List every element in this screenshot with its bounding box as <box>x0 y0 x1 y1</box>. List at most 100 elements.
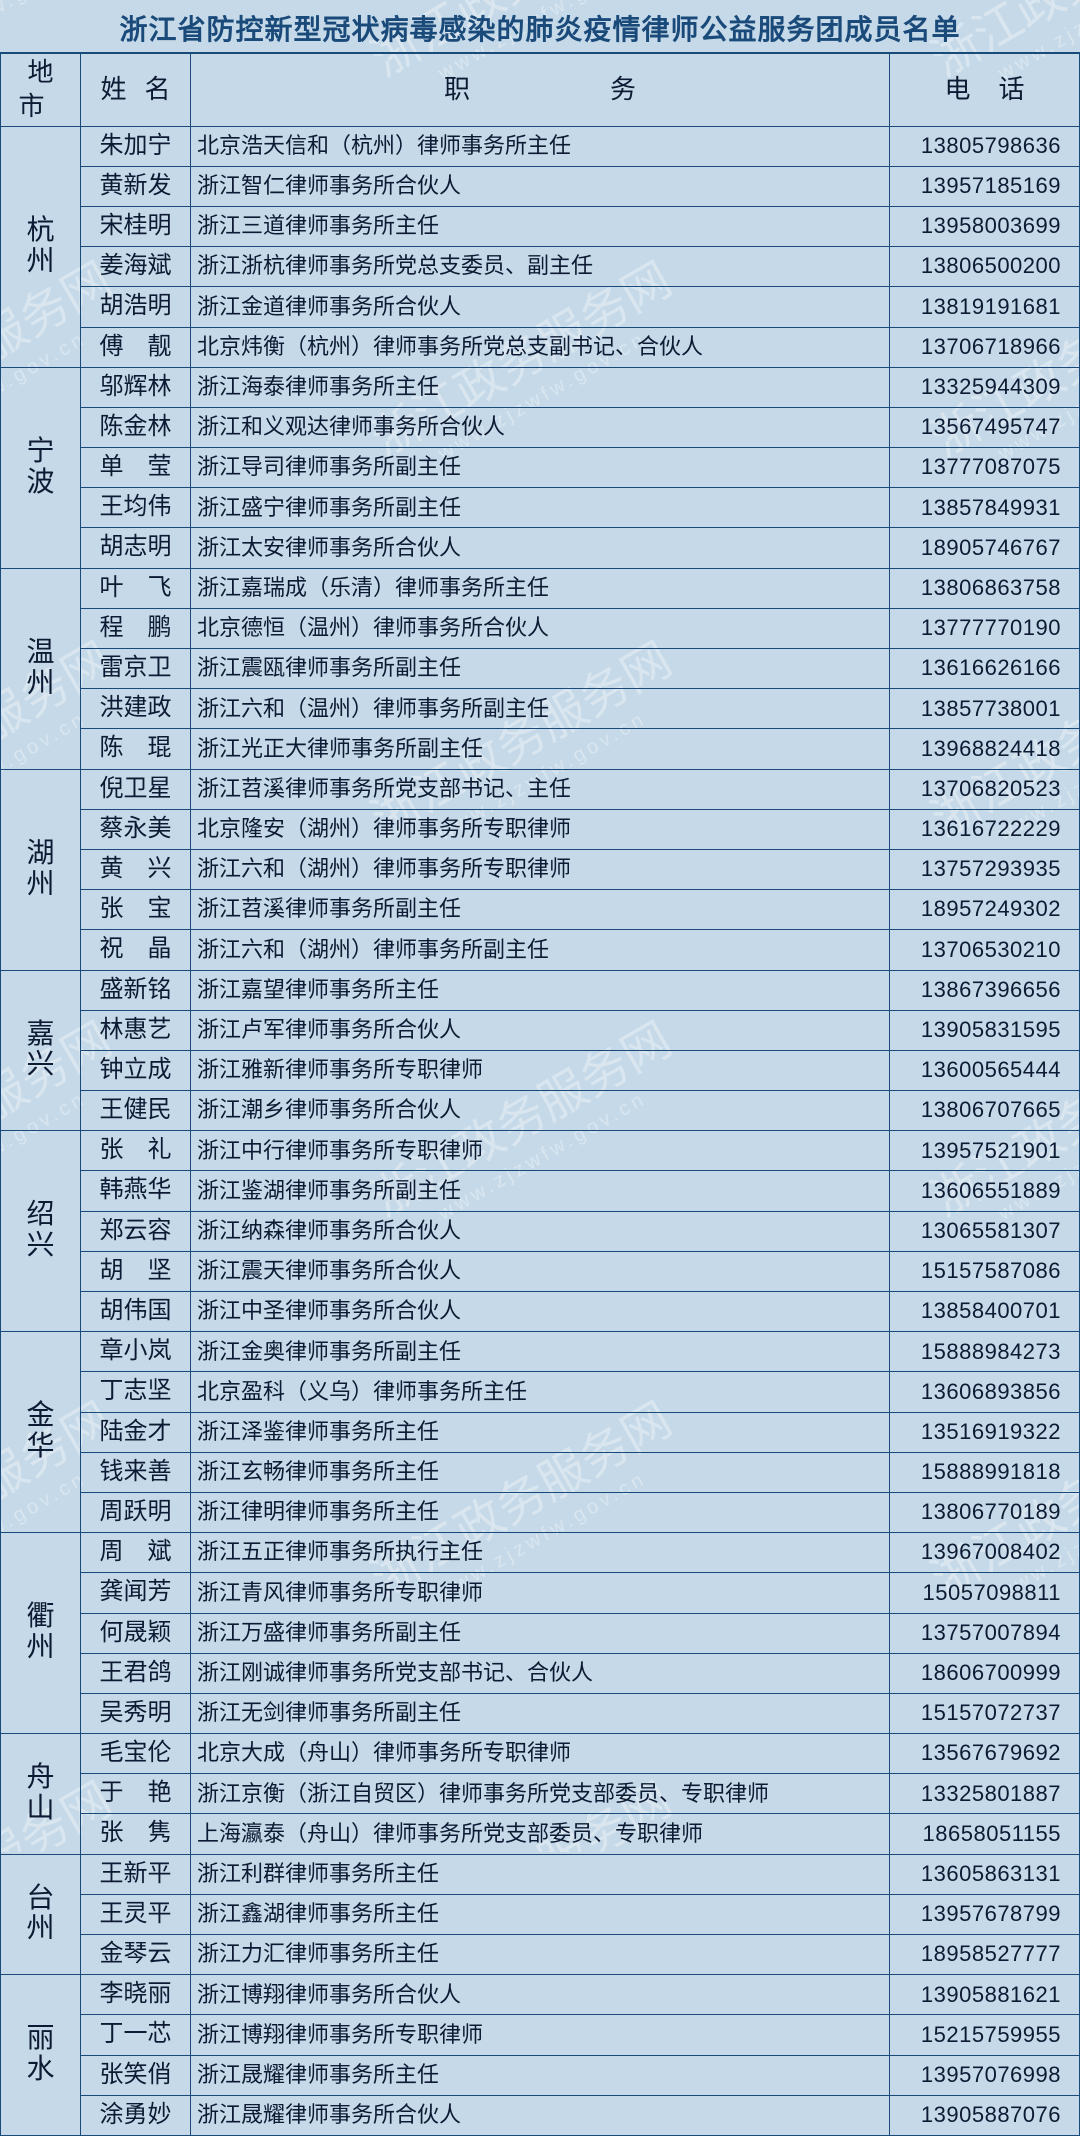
name-cell: 盛新铭 <box>81 970 191 1010</box>
name-cell: 胡志明 <box>81 528 191 568</box>
position-cell: 浙江力汇律师事务所主任 <box>191 1935 890 1975</box>
city-cell: 宁波 <box>1 367 81 568</box>
position-cell: 浙江泽鉴律师事务所主任 <box>191 1412 890 1452</box>
position-cell: 浙江玄畅律师事务所主任 <box>191 1452 890 1492</box>
phone-cell: 15057098811 <box>890 1573 1080 1613</box>
table-row: 胡志明浙江太安律师事务所合伙人18905746767 <box>1 528 1080 568</box>
position-cell: 浙江刚诚律师事务所党支部书记、合伙人 <box>191 1653 890 1693</box>
name-cell: 王君鸽 <box>81 1653 191 1693</box>
position-cell: 浙江潮乡律师事务所合伙人 <box>191 1091 890 1131</box>
position-cell: 浙江嘉望律师事务所主任 <box>191 970 890 1010</box>
position-cell: 浙江万盛律师事务所副主任 <box>191 1613 890 1653</box>
table-row: 何晟颖浙江万盛律师事务所副主任13757007894 <box>1 1613 1080 1653</box>
name-cell: 张笑俏 <box>81 2055 191 2095</box>
phone-cell: 18658051155 <box>890 1814 1080 1854</box>
position-cell: 浙江海泰律师事务所主任 <box>191 367 890 407</box>
position-cell: 浙江金道律师事务所合伙人 <box>191 287 890 327</box>
phone-cell: 13905887076 <box>890 2095 1080 2135</box>
phone-cell: 13516919322 <box>890 1412 1080 1452</box>
table-row: 金华章小岚浙江金奥律师事务所副主任15888984273 <box>1 1332 1080 1372</box>
name-cell: 胡伟国 <box>81 1292 191 1332</box>
table-row: 胡浩明浙江金道律师事务所合伙人13819191681 <box>1 287 1080 327</box>
name-cell: 胡浩明 <box>81 287 191 327</box>
table-row: 宁波邬辉林浙江海泰律师事务所主任13325944309 <box>1 367 1080 407</box>
position-cell: 浙江嘉瑞成（乐清）律师事务所主任 <box>191 568 890 608</box>
phone-cell: 13606551889 <box>890 1171 1080 1211</box>
phone-cell: 13065581307 <box>890 1211 1080 1251</box>
table-row: 雷京卫浙江震瓯律师事务所副主任13616626166 <box>1 649 1080 689</box>
city-cell: 金华 <box>1 1332 81 1533</box>
table-row: 胡伟国浙江中圣律师事务所合伙人13858400701 <box>1 1292 1080 1332</box>
phone-cell: 13905881621 <box>890 1975 1080 2015</box>
position-cell: 北京盈科（义乌）律师事务所主任 <box>191 1372 890 1412</box>
table-row: 韩燕华浙江鉴湖律师事务所副主任13606551889 <box>1 1171 1080 1211</box>
position-cell: 浙江晟耀律师事务所合伙人 <box>191 2095 890 2135</box>
name-cell: 王灵平 <box>81 1894 191 1934</box>
table-header-row: 地市 姓名 职务 电话 <box>1 54 1080 127</box>
phone-cell: 13757007894 <box>890 1613 1080 1653</box>
table-row: 蔡永美北京隆安（湖州）律师事务所专职律师13616722229 <box>1 809 1080 849</box>
phone-cell: 13777770190 <box>890 608 1080 648</box>
table-title: 浙江省防控新型冠状病毒感染的肺炎疫情律师公益服务团成员名单 <box>0 0 1080 53</box>
phone-cell: 18606700999 <box>890 1653 1080 1693</box>
city-cell: 台州 <box>1 1854 81 1975</box>
name-cell: 李晓丽 <box>81 1975 191 2015</box>
phone-cell: 13967008402 <box>890 1533 1080 1573</box>
table-row: 黄 兴浙江六和（湖州）律师事务所专职律师13757293935 <box>1 849 1080 889</box>
phone-cell: 18957249302 <box>890 890 1080 930</box>
name-cell: 洪建政 <box>81 689 191 729</box>
name-cell: 黄新发 <box>81 166 191 206</box>
position-cell: 上海瀛泰（舟山）律师事务所党支部委员、专职律师 <box>191 1814 890 1854</box>
position-cell: 浙江雅新律师事务所专职律师 <box>191 1050 890 1090</box>
name-cell: 钟立成 <box>81 1050 191 1090</box>
name-cell: 丁志坚 <box>81 1372 191 1412</box>
table-row: 陈 琨浙江光正大律师事务所副主任13968824418 <box>1 729 1080 769</box>
table-row: 单 莹浙江导司律师事务所副主任13777087075 <box>1 448 1080 488</box>
phone-cell: 13616626166 <box>890 649 1080 689</box>
table-row: 钟立成浙江雅新律师事务所专职律师13600565444 <box>1 1050 1080 1090</box>
position-cell: 浙江无剑律师事务所副主任 <box>191 1693 890 1733</box>
position-cell: 浙江智仁律师事务所合伙人 <box>191 166 890 206</box>
position-cell: 浙江博翔律师事务所合伙人 <box>191 1975 890 2015</box>
table-row: 王均伟浙江盛宁律师事务所副主任13857849931 <box>1 488 1080 528</box>
position-cell: 浙江震瓯律师事务所副主任 <box>191 649 890 689</box>
table-row: 郑云容浙江纳森律师事务所合伙人13065581307 <box>1 1211 1080 1251</box>
name-cell: 吴秀明 <box>81 1693 191 1733</box>
table-row: 王健民浙江潮乡律师事务所合伙人13806707665 <box>1 1091 1080 1131</box>
table-row: 林惠艺浙江卢军律师事务所合伙人13905831595 <box>1 1010 1080 1050</box>
name-cell: 郑云容 <box>81 1211 191 1251</box>
position-cell: 浙江和义观达律师事务所合伙人 <box>191 407 890 447</box>
name-cell: 陆金才 <box>81 1412 191 1452</box>
name-cell: 宋桂明 <box>81 206 191 246</box>
phone-cell: 15157587086 <box>890 1251 1080 1291</box>
city-cell: 杭州 <box>1 126 81 367</box>
name-cell: 邬辉林 <box>81 367 191 407</box>
name-cell: 朱加宁 <box>81 126 191 166</box>
col-header-phone: 电话 <box>890 54 1080 127</box>
name-cell: 毛宝伦 <box>81 1734 191 1774</box>
phone-cell: 13757293935 <box>890 849 1080 889</box>
name-cell: 金琴云 <box>81 1935 191 1975</box>
col-header-city: 地市 <box>1 54 81 127</box>
table-row: 宋桂明浙江三道律师事务所主任13958003699 <box>1 206 1080 246</box>
table-row: 于 艳浙江京衡（浙江自贸区）律师事务所党支部委员、专职律师13325801887 <box>1 1774 1080 1814</box>
table-row: 湖州倪卫星浙江苕溪律师事务所党支部书记、主任13706820523 <box>1 769 1080 809</box>
table-row: 丁一芯浙江博翔律师事务所专职律师15215759955 <box>1 2015 1080 2055</box>
position-cell: 浙江中行律师事务所专职律师 <box>191 1131 890 1171</box>
table-row: 温州叶 飞浙江嘉瑞成（乐清）律师事务所主任13806863758 <box>1 568 1080 608</box>
table-row: 吴秀明浙江无剑律师事务所副主任15157072737 <box>1 1693 1080 1733</box>
name-cell: 何晟颖 <box>81 1613 191 1653</box>
position-cell: 浙江导司律师事务所副主任 <box>191 448 890 488</box>
table-row: 台州王新平浙江利群律师事务所主任13605863131 <box>1 1854 1080 1894</box>
table-row: 绍兴张 礼浙江中行律师事务所专职律师13957521901 <box>1 1131 1080 1171</box>
phone-cell: 18958527777 <box>890 1935 1080 1975</box>
phone-cell: 15888984273 <box>890 1332 1080 1372</box>
name-cell: 林惠艺 <box>81 1010 191 1050</box>
phone-cell: 13857849931 <box>890 488 1080 528</box>
name-cell: 于 艳 <box>81 1774 191 1814</box>
name-cell: 叶 飞 <box>81 568 191 608</box>
phone-cell: 13905831595 <box>890 1010 1080 1050</box>
table-row: 王灵平浙江鑫湖律师事务所主任13957678799 <box>1 1894 1080 1934</box>
city-cell: 舟山 <box>1 1734 81 1855</box>
phone-cell: 13958003699 <box>890 206 1080 246</box>
